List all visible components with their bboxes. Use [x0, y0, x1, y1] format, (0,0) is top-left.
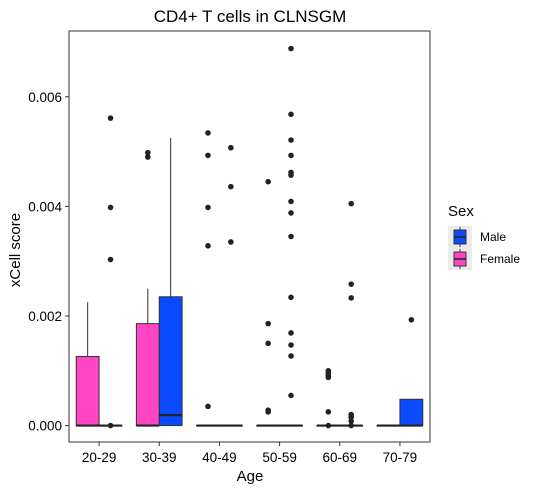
box-body	[158, 296, 183, 427]
box-body	[75, 356, 100, 427]
outlier-point	[348, 418, 354, 424]
legend: Sex Male Female	[448, 203, 520, 270]
box-series-group	[75, 137, 424, 427]
outlier-point	[325, 367, 332, 374]
legend-item-male: Male	[448, 226, 506, 248]
y-tick-label: 0.000	[28, 419, 62, 434]
outlier-point	[288, 392, 294, 399]
box-male-70-79	[399, 398, 424, 427]
x-tick-label: 50-59	[262, 450, 297, 465]
legend-label: Female	[480, 252, 520, 266]
box-body	[135, 323, 160, 427]
outlier-point	[288, 330, 294, 336]
outlier-point	[228, 183, 234, 190]
outlier-point	[205, 130, 211, 136]
outlier-point	[265, 407, 271, 414]
y-axis-label: xCell score	[7, 213, 24, 287]
outlier-point	[228, 239, 234, 245]
outlier-points-group	[107, 45, 415, 429]
x-tick-label: 70-79	[383, 450, 418, 465]
plot-panel	[68, 30, 431, 443]
outlier-point	[107, 204, 114, 211]
x-tick-label: 40-49	[202, 450, 237, 465]
outlier-point	[288, 137, 294, 143]
outlier-point	[288, 111, 294, 118]
box-female-20-29	[75, 302, 100, 427]
outlier-point	[288, 294, 294, 301]
y-tick-label: 0.006	[28, 90, 62, 105]
legend-item-female: Female	[448, 248, 520, 270]
outlier-point	[107, 422, 114, 429]
outlier-point	[145, 149, 151, 156]
outlier-point	[228, 144, 234, 151]
outlier-point	[205, 152, 211, 159]
outlier-point	[205, 243, 211, 249]
outlier-point	[288, 169, 294, 176]
y-tick-label: 0.002	[28, 309, 62, 324]
box-male-30-39	[158, 137, 183, 427]
legend-title: Sex	[448, 203, 474, 220]
outlier-point	[348, 281, 354, 287]
outlier-point	[348, 422, 354, 429]
box-body	[399, 398, 424, 427]
x-tick-label: 60-69	[322, 450, 357, 465]
outlier-point	[145, 154, 151, 160]
x-axis: 20-29 30-39 40-49 50-59 60-69 70-79	[82, 442, 417, 465]
outlier-point	[265, 178, 271, 185]
outlier-point	[107, 256, 114, 263]
outlier-point	[205, 403, 211, 410]
outlier-point	[288, 45, 294, 52]
box-male-40-49	[218, 424, 243, 427]
outlier-point	[325, 422, 332, 429]
outlier-point	[325, 409, 332, 415]
legend-label: Male	[480, 230, 506, 244]
outlier-point	[107, 115, 114, 121]
x-tick-label: 30-39	[142, 450, 177, 465]
outlier-point	[205, 204, 211, 211]
box-female-40-49	[196, 424, 220, 427]
outlier-point	[265, 320, 271, 327]
x-tick-label: 20-29	[82, 450, 117, 465]
outlier-point	[288, 353, 294, 359]
outlier-point	[288, 342, 294, 348]
outlier-point	[288, 210, 294, 216]
box-female-70-79	[376, 424, 401, 427]
y-axis: 0.000 0.002 0.004 0.006	[28, 90, 69, 434]
y-tick-label: 0.004	[28, 199, 62, 214]
outlier-point	[288, 233, 294, 240]
outlier-point	[288, 152, 294, 159]
x-axis-label: Age	[237, 468, 264, 485]
outlier-point	[288, 198, 294, 205]
box-male-50-59	[279, 424, 303, 427]
outlier-point	[408, 316, 415, 323]
outlier-point	[348, 411, 354, 418]
outlier-point	[265, 340, 271, 347]
outlier-point	[348, 200, 354, 207]
box-female-50-59	[256, 424, 281, 427]
chart-title: CD4+ T cells in CLNSGM	[154, 7, 347, 26]
outlier-point	[348, 295, 354, 301]
